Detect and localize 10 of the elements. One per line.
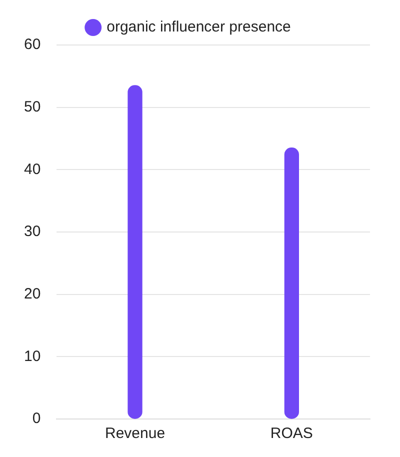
y-tick-label: 50	[24, 98, 41, 116]
y-tick-label: 20	[24, 285, 41, 302]
x-tick-label: ROAS	[270, 425, 313, 442]
y-tick-label: 0	[32, 410, 41, 428]
x-tick-label: Revenue	[104, 425, 166, 442]
y-tick-label: 40	[24, 160, 41, 178]
y-tick-label: 10	[24, 348, 41, 365]
legend-label: organic influencer presence	[106, 18, 291, 36]
y-tick-label: 60	[24, 36, 41, 54]
y-tick-label: 30	[24, 223, 41, 240]
